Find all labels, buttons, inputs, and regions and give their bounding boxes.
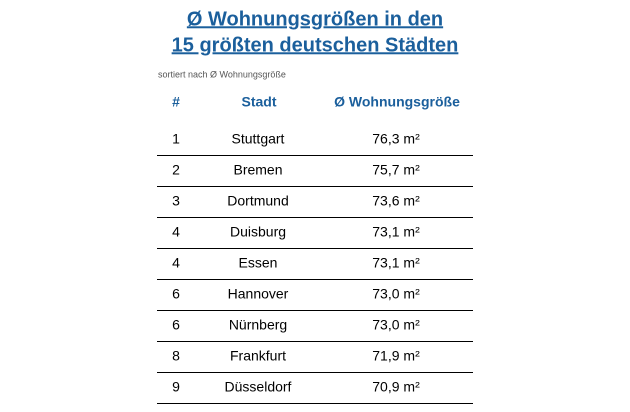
table-cell: Stuttgart — [232, 131, 285, 147]
table-cell: 71,9 m² — [372, 348, 420, 364]
column-header: Stadt — [242, 94, 277, 110]
table-cell: 73,0 m² — [372, 286, 420, 302]
table-cell: Essen — [239, 255, 278, 271]
table-cell: 9 — [172, 379, 180, 395]
table-cell: 73,1 m² — [372, 255, 420, 271]
subtitle: sortiert nach Ø Wohnungsgröße — [158, 69, 286, 79]
table-cell: 2 — [172, 162, 180, 178]
table-cell: Nürnberg — [229, 317, 287, 333]
table-cell: 1 — [172, 131, 180, 147]
table-cell: Frankfurt — [230, 348, 286, 364]
table-cell: 3 — [172, 193, 180, 209]
table-cell: Dortmund — [227, 193, 288, 209]
table-cell: Düsseldorf — [225, 379, 292, 395]
table-cell: 6 — [172, 317, 180, 333]
table-cell: 6 — [172, 286, 180, 302]
table-cell: 8 — [172, 348, 180, 364]
column-header: # — [172, 94, 180, 110]
table-cell: 73,1 m² — [372, 224, 420, 240]
table-cell: 73,6 m² — [372, 193, 420, 209]
table-cell: 70,9 m² — [372, 379, 420, 395]
table-cell: 75,7 m² — [372, 162, 420, 178]
table-cell: Bremen — [233, 162, 282, 178]
title-line: Ø Wohnungsgrößen in den — [187, 8, 443, 30]
table-cell: Duisburg — [230, 224, 286, 240]
table-cell: 4 — [172, 255, 180, 271]
table-cell: Hannover — [228, 286, 289, 302]
table-cell: 4 — [172, 224, 180, 240]
title-line: 15 größten deutschen Städten — [172, 34, 459, 56]
column-header: Ø Wohnungsgröße — [334, 94, 460, 110]
table-cell: 76,3 m² — [372, 131, 420, 147]
table-cell: 73,0 m² — [372, 317, 420, 333]
